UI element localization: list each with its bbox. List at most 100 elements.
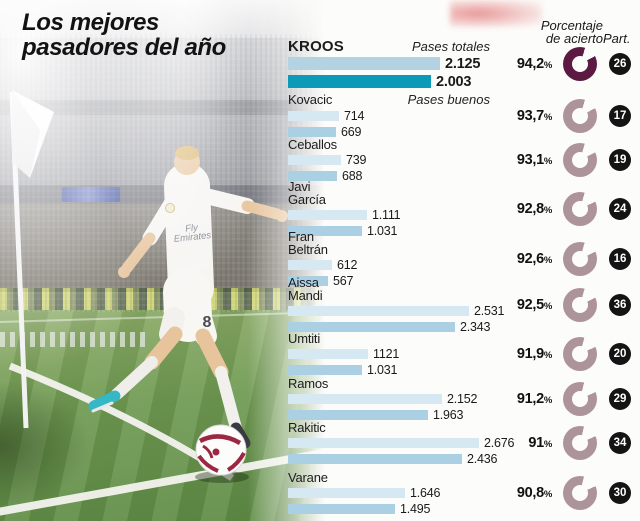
- legend-pases-totales: Pases totales: [411, 38, 490, 54]
- total-passes-value: 2.125: [445, 55, 481, 72]
- total-passes-value: 612: [337, 257, 358, 272]
- good-passes-value: 567: [333, 273, 354, 288]
- total-passes-value: 1.111: [372, 207, 401, 222]
- percent-sign: %: [543, 350, 552, 361]
- percent-sign: %: [543, 489, 552, 500]
- percent-sign: %: [543, 204, 552, 216]
- player-bars: Fran Beltrán 612 567: [288, 230, 490, 288]
- total-passes-bar: [288, 487, 405, 498]
- stadium-screen: [450, 0, 542, 27]
- good-passes-value: 2.436: [467, 451, 498, 466]
- page-title: Los mejores pasadores del año: [22, 10, 226, 60]
- accuracy-header-line1: Porcentaje: [540, 18, 603, 33]
- player-name: Varane: [288, 469, 328, 485]
- good-passes-bar: [288, 322, 455, 332]
- player-bars: Ceballos 739 688: [288, 138, 490, 183]
- accuracy-donut-icon: [563, 47, 597, 81]
- good-passes-bar: [288, 127, 336, 137]
- percent-sign: %: [543, 254, 552, 266]
- player-name-line2: Beltrán: [288, 241, 328, 257]
- player-row: Umtiti 1121 1.031 91,9% 20: [288, 329, 636, 379]
- good-passes-bar: [288, 75, 431, 88]
- legend-pases-buenos: Pases buenos: [407, 92, 490, 107]
- player-name: Kovacic: [288, 92, 333, 107]
- total-passes-bar: [288, 209, 367, 220]
- total-passes-bar: [288, 154, 341, 165]
- accuracy-percent: 92,5%: [516, 297, 552, 313]
- total-passes-value: 1121: [373, 346, 400, 361]
- total-passes-bar: [288, 393, 442, 404]
- title-line1: Los mejores: [22, 9, 159, 36]
- accuracy-percent: 93,7%: [516, 107, 552, 124]
- accuracy-header-line2: de acierto: [545, 31, 603, 46]
- good-passes-value: 1.031: [367, 223, 398, 238]
- participation-badge: 16: [609, 247, 631, 270]
- accuracy-donut-icon: [563, 98, 597, 133]
- total-passes-value: 2.531: [474, 304, 505, 318]
- floodlight-glare: [0, 0, 335, 521]
- total-passes-bar: [288, 57, 440, 70]
- player-bars: Ramos 2.152 1.963: [288, 377, 490, 422]
- column-header-part: Part.: [603, 31, 631, 46]
- passers-chart: KROOS Pases totales 2.125 2.003 94,2% 26…: [288, 36, 636, 521]
- player-name: Rakitic: [288, 419, 326, 435]
- accuracy-percent: 91%: [528, 435, 552, 451]
- accuracy-percent: 91,2%: [516, 391, 552, 407]
- good-passes-bar: [288, 225, 362, 236]
- good-passes-bar: [288, 275, 328, 286]
- participation-badge: 20: [609, 343, 631, 365]
- total-passes-value: 2.152: [447, 391, 478, 406]
- player-name: Ceballos: [288, 136, 337, 152]
- accuracy-percent: 93,1%: [516, 152, 552, 168]
- total-passes-value: 1.646: [410, 485, 441, 500]
- total-passes-bar: [288, 259, 332, 270]
- accuracy-donut-icon: [563, 337, 597, 371]
- player-bars: Kovacic Pases buenos 714 669: [288, 92, 490, 139]
- player-bars: Umtiti 1121 1.031: [288, 332, 490, 377]
- player-row: Rakitic 2.676 2.436 91% 34: [288, 419, 636, 467]
- percent-sign: %: [543, 111, 552, 123]
- player-row: Javi García 1.111 1.031 92,8% 24: [288, 180, 636, 238]
- good-passes-bar: [288, 453, 462, 464]
- good-passes-value: 2.003: [436, 73, 472, 90]
- player-row: Ceballos 739 688 93,1% 19: [288, 138, 636, 183]
- player-name: Umtiti: [288, 330, 321, 346]
- total-passes-bar: [288, 348, 368, 359]
- player-name: Aissa: [288, 275, 319, 290]
- accuracy-donut-icon: [563, 382, 597, 416]
- good-passes-value: 1.963: [433, 407, 464, 422]
- total-passes-value: 2.676: [484, 435, 515, 450]
- player-name-line2: Mandi: [288, 288, 323, 303]
- player-name: Javi: [288, 178, 311, 194]
- player-row: Kovacic Pases buenos 714 669 93,7% 17: [288, 92, 636, 139]
- accuracy-donut-icon: [563, 288, 597, 322]
- accuracy-percent: 94,2%: [516, 56, 552, 72]
- participation-badge: 34: [609, 432, 631, 454]
- accuracy-percent: 90,8%: [516, 485, 552, 501]
- player-photo: 8 Fly Emirates: [0, 0, 335, 521]
- player-bars: Rakitic 2.676 2.436: [288, 419, 514, 466]
- player-name: Fran: [288, 228, 314, 244]
- accuracy-donut-icon: [563, 426, 597, 460]
- player-bars: Aissa Mandi 2.531 2.343: [288, 275, 504, 334]
- good-passes-bar: [288, 503, 395, 514]
- accuracy-donut-icon: [563, 241, 597, 276]
- total-passes-value: 714: [344, 109, 365, 123]
- participation-badge: 36: [609, 294, 631, 316]
- player-bars: Javi García 1.111 1.031: [288, 180, 490, 238]
- player-name-line2: García: [288, 191, 326, 207]
- percent-sign: %: [543, 301, 552, 312]
- player-bars: KROOS Pases totales 2.125 2.003: [288, 39, 490, 90]
- percent-sign: %: [543, 156, 552, 167]
- total-passes-bar: [288, 437, 479, 448]
- total-passes-bar: [288, 111, 339, 121]
- participation-badge: 19: [609, 149, 631, 171]
- percent-sign: %: [543, 60, 552, 71]
- participation-badge: 30: [609, 482, 631, 504]
- good-passes-value: 2.343: [460, 320, 491, 334]
- good-passes-value: 669: [341, 125, 362, 139]
- accuracy-donut-icon: [563, 191, 597, 226]
- accuracy-percent: 91,9%: [516, 346, 552, 362]
- good-passes-value: 688: [342, 168, 363, 183]
